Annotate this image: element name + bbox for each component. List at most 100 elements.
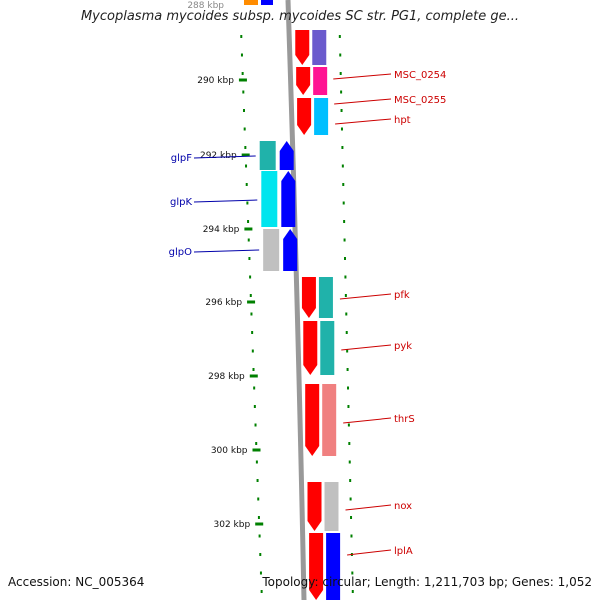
genome-backbone	[285, 0, 307, 600]
tick-mark	[251, 349, 254, 353]
gene-label-leader	[193, 249, 260, 253]
tick-mark	[247, 220, 250, 223]
gene-fragment	[244, 0, 258, 5]
gene-arrow	[297, 98, 312, 135]
gene-label: thrS	[394, 414, 415, 425]
scale-label: 302 kbp	[214, 520, 251, 530]
tick-mark	[244, 146, 247, 149]
scale-label: 298 kbp	[208, 372, 245, 382]
tick-mark	[339, 72, 342, 75]
gene-arrow	[279, 141, 294, 170]
tick-mark	[349, 497, 352, 501]
tick-mark	[257, 497, 260, 501]
tick-mark	[242, 109, 245, 112]
tick-mark	[260, 590, 263, 593]
gene-arrow	[295, 30, 310, 65]
tick-mark	[339, 53, 342, 57]
tick-mark	[240, 35, 243, 38]
tick-mark	[240, 53, 243, 57]
tick-mark	[347, 423, 350, 427]
tick-mark	[258, 534, 261, 538]
tick-mark	[340, 127, 343, 131]
cog-bar	[320, 321, 335, 375]
cog-bar	[263, 229, 280, 271]
gene-arrow	[301, 277, 316, 318]
gene-label: MSC_0255	[394, 95, 446, 106]
tick-mark	[257, 516, 260, 519]
tick-mark	[243, 127, 246, 131]
gene-label-leader	[339, 293, 392, 300]
gene-label-leader	[347, 549, 392, 556]
tick-mark	[250, 312, 253, 316]
gene-label: pyk	[394, 341, 412, 352]
gene-arrow	[305, 384, 320, 456]
cog-bar	[313, 67, 328, 95]
tick-mark	[343, 257, 346, 260]
gene-label-leader	[345, 504, 392, 511]
tick-mark	[350, 534, 353, 538]
map-title: Mycoplasma mycoides subsp. mycoides SC s…	[80, 9, 520, 24]
scale-tick	[241, 153, 250, 157]
tick-mark	[338, 35, 341, 38]
gene-arrow	[303, 321, 318, 375]
tick-mark	[259, 571, 262, 575]
gene-arrow	[307, 482, 322, 531]
gene-arrow	[296, 67, 311, 95]
tick-mark	[351, 571, 354, 575]
gene-label: pfk	[394, 290, 410, 301]
tick-mark	[342, 201, 345, 205]
tick-mark	[348, 460, 351, 464]
tick-mark	[342, 183, 345, 186]
gene-label: hpt	[394, 115, 411, 126]
tick-mark	[347, 386, 350, 390]
tick-mark	[251, 331, 254, 334]
scale-tick	[247, 300, 256, 304]
scale-label-partial: 288 kbp	[187, 1, 224, 11]
scale-label: 296 kbp	[205, 298, 242, 308]
cog-bar	[259, 141, 276, 170]
cog-bar	[261, 171, 278, 227]
gene-arrow	[281, 171, 296, 227]
tick-mark	[348, 442, 351, 445]
tick-mark	[254, 423, 257, 427]
tick-mark	[255, 442, 258, 445]
gene-arrow	[309, 533, 324, 600]
tick-mark	[241, 72, 244, 75]
cog-bar	[314, 98, 329, 135]
tick-mark	[245, 164, 248, 168]
gene-label-leader	[335, 118, 392, 125]
gene-label-leader	[193, 155, 256, 159]
tick-mark	[341, 164, 344, 168]
cog-bar	[324, 482, 339, 531]
gene-label: glpF	[171, 153, 192, 164]
tick-mark	[255, 460, 258, 464]
tick-mark	[249, 294, 252, 297]
gene-label: glpO	[169, 247, 192, 258]
tick-mark	[350, 516, 353, 519]
tick-mark	[344, 275, 347, 279]
scale-tick	[249, 374, 258, 378]
tick-mark	[341, 146, 344, 149]
scale-label: 290 kbp	[197, 76, 234, 86]
gene-arrow	[283, 229, 298, 271]
tick-mark	[346, 368, 349, 371]
scale-label: 292 kbp	[200, 151, 237, 161]
tick-mark	[351, 590, 354, 593]
scale-label: 300 kbp	[211, 446, 248, 456]
topology-text: Topology: circular; Length: 1,211,703 bp…	[262, 575, 592, 589]
tick-mark	[340, 90, 343, 94]
gene-label-leader	[341, 344, 392, 351]
tick-mark	[248, 257, 251, 260]
tick-mark	[247, 238, 250, 242]
tick-mark	[346, 349, 349, 353]
cog-bar	[326, 533, 341, 600]
tick-mark	[345, 331, 348, 334]
gene-label: nox	[394, 501, 412, 512]
cog-bar	[322, 384, 337, 456]
tick-mark	[256, 479, 259, 482]
tick-mark	[343, 238, 346, 242]
tick-mark	[242, 90, 245, 94]
gene-label-leader	[334, 98, 392, 105]
tick-mark	[347, 405, 350, 408]
